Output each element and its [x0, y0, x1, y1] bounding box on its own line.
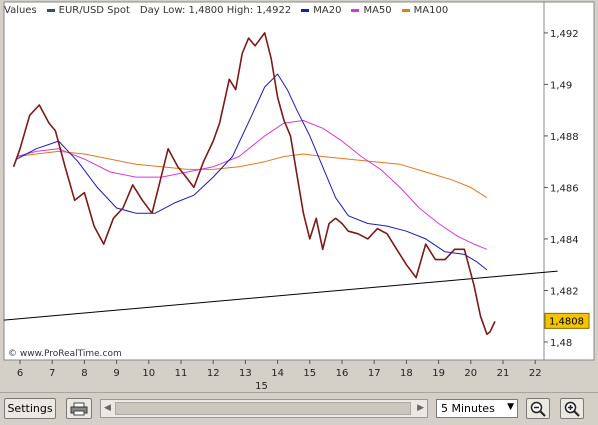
chart-frame: 1,48 1,482 1,484 1,486 1,488 1,49 1,492 6 7 8 9 10 1… — [3, 1, 595, 392]
legend-item-ma50: MA50 — [351, 5, 392, 16]
scroll-thumb[interactable] — [115, 402, 411, 415]
last-price-box — [544, 312, 590, 329]
legend-values-label: Values — [4, 5, 37, 16]
x-tick-label: 12 — [207, 368, 220, 379]
x-tick-label: 9 — [113, 368, 119, 379]
x-tick-label: 22 — [529, 368, 542, 379]
x-tick-label: 7 — [49, 368, 55, 379]
y-tick-label: 1,488 — [550, 132, 579, 143]
x-tick-label: 18 — [400, 368, 413, 379]
x-tick-label: 10 — [142, 368, 155, 379]
legend-item-ma100: MA100 — [401, 5, 449, 16]
zoom-in-icon — [564, 401, 580, 417]
legend-label: EUR/USD Spot — [58, 5, 130, 16]
bottom-toolbar: Settings ◀ ▶ 5 Minutes ▼ — [0, 392, 598, 425]
scroll-right-icon[interactable]: ▶ — [417, 403, 424, 413]
chevron-down-icon: ▼ — [507, 402, 514, 412]
settings-button[interactable]: Settings — [4, 398, 56, 419]
legend-label: MA100 — [413, 5, 449, 16]
last-price-label: 1,4808 — [549, 316, 584, 327]
ma100-line — [16, 150, 488, 199]
legend-swatch — [46, 9, 55, 12]
legend-label: MA20 — [313, 5, 342, 16]
ma50-line — [16, 120, 488, 250]
x-tick-label: 11 — [175, 368, 188, 379]
trendline — [3, 270, 558, 321]
x-tick-label: 16 — [336, 368, 349, 379]
x-tick-label: 14 — [271, 368, 284, 379]
print-button[interactable] — [66, 398, 92, 419]
price-line — [12, 32, 496, 336]
zoom-out-button[interactable] — [526, 398, 550, 419]
legend-item-ma20: MA20 — [301, 5, 341, 16]
y-tick-label: 1,484 — [550, 235, 579, 246]
legend-swatch — [401, 9, 410, 12]
y-tick-label: 1,486 — [550, 183, 579, 194]
y-tick-label: 1,492 — [550, 29, 579, 40]
zoom-in-button[interactable] — [560, 398, 584, 419]
timeframe-value: 5 Minutes — [441, 402, 495, 415]
legend-label: MA50 — [363, 5, 392, 16]
price-chart: 1,48 1,482 1,484 1,486 1,488 1,49 1,492 6 7 8 9 10 1… — [3, 1, 595, 392]
legend-item-eurusd: EUR/USD Spot — [46, 5, 130, 16]
x-tick-label: 8 — [81, 368, 87, 379]
y-tick-label: 1,49 — [550, 80, 572, 91]
legend-swatch — [351, 9, 360, 12]
x-tick-label: 17 — [368, 368, 381, 379]
x-tick-label: 20 — [464, 368, 477, 379]
legend-swatch — [301, 9, 310, 12]
ma20-line — [16, 73, 488, 271]
watermark: © www.ProRealTime.com — [8, 349, 122, 359]
x-sub-label: 15 — [255, 381, 268, 392]
legend-day-range: Day Low: 1,4800 High: 1,4922 — [140, 5, 291, 16]
plot-area — [3, 1, 545, 361]
x-tick-label: 21 — [497, 368, 510, 379]
x-tick-label: 19 — [432, 368, 445, 379]
chart-scrollbar[interactable]: ◀ ▶ — [100, 399, 428, 418]
y-axis-strip — [543, 1, 595, 361]
legend-label: Day Low: 1,4800 High: 1,4922 — [139, 5, 292, 16]
zoom-out-icon — [530, 401, 546, 417]
printer-icon — [70, 402, 88, 415]
x-tick-label: 6 — [17, 368, 23, 379]
y-tick-label: 1,482 — [550, 286, 579, 297]
chart-legend: Values EUR/USD Spot Day Low: 1,4800 High… — [4, 4, 458, 17]
y-tick-label: 1,48 — [550, 338, 572, 349]
x-tick-label: 13 — [239, 368, 252, 379]
x-tick-label: 15 — [303, 368, 316, 379]
scroll-left-icon[interactable]: ◀ — [104, 403, 111, 413]
timeframe-select[interactable]: 5 Minutes ▼ — [436, 399, 518, 418]
